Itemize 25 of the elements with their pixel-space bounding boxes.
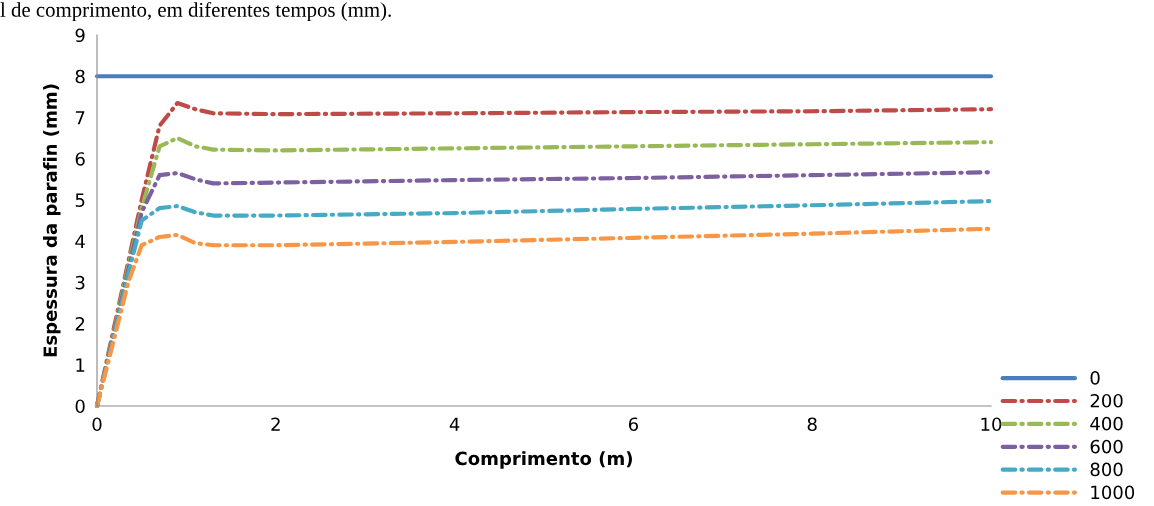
y-tick-label: 0 [75, 399, 85, 414]
x-tick-label: 8 [807, 417, 817, 432]
y-axis-title: Espessura da parafin (mm) [43, 84, 61, 357]
x-tick-label: 6 [628, 417, 639, 432]
x-tick-label: 2 [271, 417, 280, 431]
chart-title: l de comprimento, em diferentes tempos (mm). [0, 2, 391, 22]
x-axis-title: Comprimento (m) [455, 451, 632, 469]
x-tick-label: 10 [981, 417, 1002, 432]
x-tick-label: 0 [92, 417, 102, 432]
legend-label: 800 [1090, 462, 1123, 477]
legend-label: 400 [1090, 416, 1123, 431]
legend-label: 0 [1090, 371, 1100, 385]
legend-label: 1000 [1091, 485, 1135, 500]
y-tick-label: 2 [75, 317, 85, 331]
legend-label: 600 [1090, 439, 1123, 454]
y-tick-label: 8 [75, 69, 85, 84]
y-tick-label: 7 [75, 111, 85, 125]
y-tick-label: 5 [75, 193, 85, 208]
y-tick-label: 1 [76, 358, 85, 372]
x-tick-label: 4 [449, 417, 460, 431]
y-tick-label: 4 [75, 234, 85, 248]
y-tick-label: 6 [75, 152, 85, 166]
legend-label: 200 [1090, 393, 1123, 408]
y-tick-label: 9 [75, 28, 85, 43]
y-tick-label: 3 [75, 275, 85, 290]
